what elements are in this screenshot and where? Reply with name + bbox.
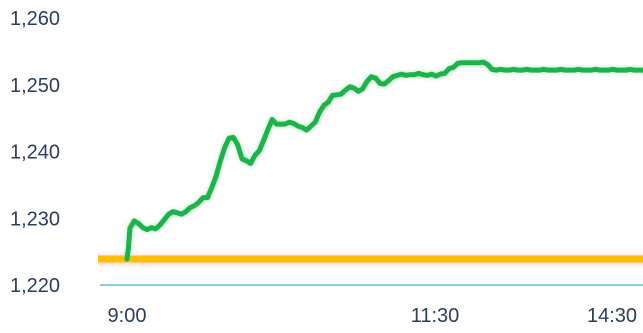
x-tick-label: 9:00 — [108, 305, 147, 327]
series-layer — [124, 59, 643, 262]
y-axis-tick-labels: 1,260 1,250 1,240 1,230 1,220 — [10, 8, 60, 297]
x-axis-tick-labels: 9:00 11:30 14:30 — [108, 305, 638, 327]
y-tick-label: 1,230 — [10, 208, 60, 230]
series-line — [124, 59, 643, 262]
x-tick-label: 11:30 — [411, 305, 460, 327]
y-tick-label: 1,250 — [10, 75, 60, 97]
y-tick-label: 1,240 — [10, 142, 60, 164]
y-tick-label: 1,260 — [10, 8, 60, 30]
x-tick-label: 14:30 — [587, 305, 637, 327]
y-tick-label: 1,220 — [10, 275, 60, 297]
